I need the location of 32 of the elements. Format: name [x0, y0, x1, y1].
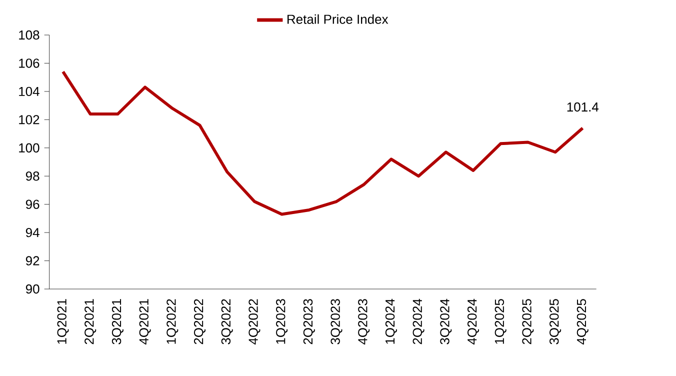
y-tick-label: 108 — [19, 30, 40, 40]
y-tick-label: 106 — [19, 58, 40, 68]
x-tick-label: 4Q2023 — [358, 299, 370, 344]
x-tick-label: 4Q2024 — [467, 298, 480, 344]
data-label: 101.4 — [567, 102, 599, 112]
x-tick-label: 1Q2023 — [276, 299, 288, 344]
x-tick-label: 2Q2023 — [303, 299, 315, 344]
y-tick-label: 102 — [19, 115, 40, 124]
x-tick-label: 3Q2021 — [112, 299, 124, 344]
y-tick-label: 90 — [26, 284, 40, 294]
y-tick-label: 104 — [19, 86, 40, 96]
x-tick-label: 3Q2025 — [550, 299, 562, 344]
x-tick-label: 3Q2024 — [440, 298, 452, 344]
x-tick-label: 2Q2025 — [522, 299, 534, 344]
x-tick-label: 2Q2022 — [194, 299, 206, 344]
x-tick-label: 2Q2021 — [84, 299, 96, 344]
x-tick-label: 4Q2025 — [576, 299, 588, 344]
legend-label: Retail Price Index — [288, 14, 388, 24]
x-tick-label: 4Q2022 — [248, 299, 260, 344]
x-tick-label: 3Q2023 — [330, 299, 342, 344]
x-tick-label: 1Q2022 — [166, 299, 178, 344]
y-tick-label: 92 — [26, 256, 40, 266]
y-tick-label: 98 — [26, 172, 40, 181]
y-tick-label: 94 — [26, 228, 40, 238]
y-tick-label: 100 — [19, 143, 40, 152]
x-tick-label: 1Q2025 — [494, 299, 506, 344]
x-tick-label: 1Q2021 — [57, 299, 69, 344]
y-tick-label: 96 — [26, 200, 40, 209]
x-tick-label: 3Q2022 — [221, 299, 233, 344]
x-tick-label: 1Q2024 — [385, 298, 397, 344]
x-tick-label: 2Q2024 — [412, 298, 424, 344]
x-tick-label: 4Q2021 — [139, 299, 151, 344]
